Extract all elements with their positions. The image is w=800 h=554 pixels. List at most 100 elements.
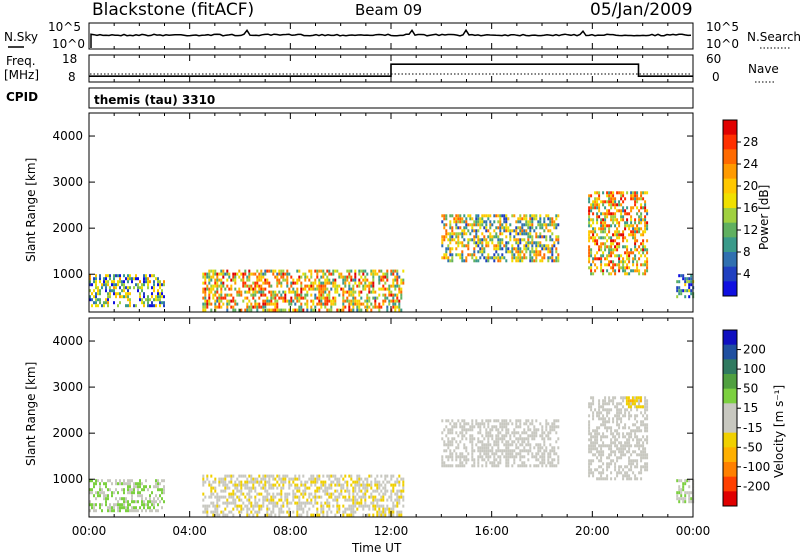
power-echo-cell: [123, 295, 125, 299]
velocity-echo-cell: [386, 480, 389, 484]
power-echo-cell: [380, 305, 383, 309]
velocity-colorbar-swatch: [723, 491, 737, 507]
velocity-echo-cell: [455, 458, 458, 462]
power-echo-cell: [364, 281, 367, 285]
power-echo-cell: [630, 194, 633, 198]
velocity-echo-cell: [318, 486, 321, 490]
velocity-echo-cell: [296, 477, 299, 481]
power-echo-cell: [592, 272, 595, 276]
velocity-echo-cell: [326, 489, 329, 493]
velocity-echo-cell: [296, 486, 299, 490]
power-echo-cell: [535, 259, 538, 263]
velocity-echo-cell: [368, 495, 371, 499]
power-echo-cell: [254, 284, 257, 288]
velocity-echo-cell: [616, 447, 619, 451]
power-echo-cell: [612, 191, 615, 195]
velocity-echo-cell: [232, 495, 235, 499]
power-echo-cell: [304, 275, 307, 279]
power-echo-cell: [638, 251, 641, 255]
power-echo-cell: [539, 259, 542, 263]
velocity-echo-cell: [505, 422, 508, 426]
power-echo-cell: [592, 221, 595, 225]
power-echo-cell: [479, 217, 482, 221]
power-echo-cell: [236, 272, 239, 276]
velocity-echo-cell: [646, 462, 649, 466]
power-echo-cell: [392, 284, 395, 288]
velocity-echo-cell: [588, 465, 591, 469]
power-echo-cell: [348, 302, 351, 306]
power-echo-cell: [499, 229, 502, 233]
velocity-echo-cell: [238, 498, 241, 502]
velocity-echo-cell: [147, 506, 149, 510]
velocity-echo-cell: [159, 494, 161, 498]
power-echo-cell: [473, 223, 476, 227]
velocity-echo-cell: [155, 509, 157, 513]
power-echo-cell: [274, 296, 277, 300]
velocity-echo-cell: [364, 492, 367, 496]
velocity-echo-cell: [610, 408, 613, 412]
power-echo-cell: [606, 200, 609, 204]
power-echo-cell: [220, 290, 223, 294]
power-colorbar-tick-label: 4: [743, 267, 751, 281]
velocity-echo-cell: [529, 428, 532, 432]
velocity-echo-cell: [521, 464, 524, 468]
velocity-echo-cell: [228, 510, 231, 514]
nsky-label: N.Sky: [4, 30, 38, 44]
power-echo-cell: [640, 263, 643, 267]
velocity-echo-cell: [202, 510, 205, 514]
power-echo-cell: [304, 278, 307, 282]
power-echo-cell: [497, 226, 500, 230]
velocity-echo-cell: [628, 432, 631, 436]
velocity-echo-cell: [390, 498, 393, 502]
velocity-echo-cell: [592, 453, 595, 457]
velocity-echo-cell: [402, 504, 405, 508]
power-echo-cell: [276, 302, 279, 306]
velocity-echo-cell: [342, 510, 345, 514]
velocity-echo-cell: [616, 432, 619, 436]
velocity-echo-cell: [489, 428, 492, 432]
power-echo-cell: [515, 241, 518, 245]
power-echo-cell: [127, 277, 129, 281]
velocity-echo-cell: [477, 464, 480, 468]
power-echo-cell: [218, 296, 221, 300]
velocity-echo-cell: [316, 474, 319, 478]
velocity-echo-cell: [388, 507, 391, 511]
velocity-echo-cell: [382, 486, 385, 490]
power-echo-cell: [352, 305, 355, 309]
power-echo-cell: [260, 287, 263, 291]
power-echo-cell: [533, 214, 536, 218]
power-echo-cell: [557, 241, 560, 245]
power-echo-cell: [370, 269, 373, 273]
velocity-echo-cell: [640, 468, 643, 472]
power-echo-cell: [258, 305, 261, 309]
power-echo-cell: [600, 200, 603, 204]
velocity-echo-cell: [493, 455, 496, 459]
power-echo-cell: [638, 257, 641, 261]
velocity-echo-cell: [280, 477, 283, 481]
power-echo-cell: [310, 293, 313, 297]
velocity-echo-cell: [628, 444, 631, 448]
velocity-echo-cell: [133, 482, 135, 486]
power-echo-cell: [125, 286, 127, 290]
velocity-echo-cell: [129, 503, 131, 507]
velocity-echo-cell: [238, 504, 241, 508]
velocity-echo-cell: [515, 452, 518, 456]
velocity-echo-cell: [398, 483, 401, 487]
power-echo-cell: [598, 236, 601, 240]
velocity-echo-cell: [147, 488, 149, 492]
velocity-echo-cell: [626, 474, 629, 478]
power-echo-cell: [398, 308, 401, 312]
power-echo-cell: [316, 272, 319, 276]
velocity-echo-cell: [127, 506, 129, 510]
velocity-echo-cell: [109, 506, 111, 510]
power-echo-cell: [115, 292, 117, 296]
power-echo-cell: [208, 302, 211, 306]
power-echo-cell: [390, 290, 393, 294]
power-echo-cell: [396, 284, 399, 288]
velocity-echo-cell: [594, 438, 597, 442]
velocity-echo-cell: [547, 434, 550, 438]
power-echo-cell: [622, 230, 625, 234]
power-echo-cell: [467, 244, 470, 248]
velocity-echo-cell: [519, 425, 522, 429]
velocity-echo-cell: [272, 507, 275, 511]
